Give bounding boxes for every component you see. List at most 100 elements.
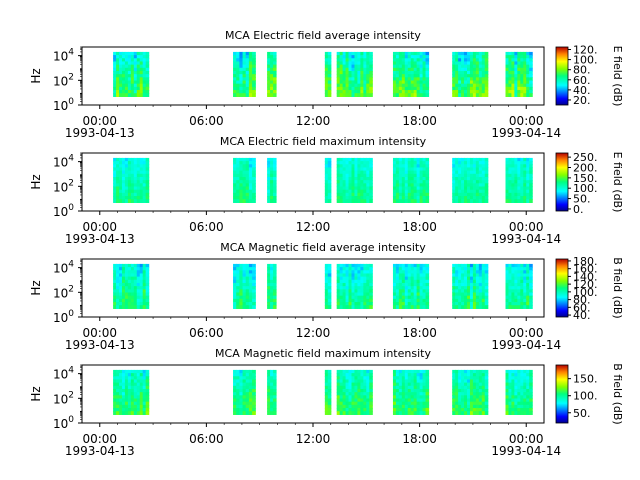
heatmap-cell <box>422 401 427 406</box>
heatmap-cell <box>233 83 237 88</box>
heatmap-cell <box>133 196 138 200</box>
heatmap-cell <box>116 408 120 412</box>
heatmap-cell <box>239 404 244 409</box>
heatmap-cell <box>464 305 468 309</box>
heatmap-cell <box>242 276 247 281</box>
heatmap-cell <box>363 199 367 203</box>
heatmap-cell <box>360 302 364 306</box>
heatmap-cell <box>407 289 412 294</box>
heatmap-cell <box>245 286 250 290</box>
heatmap-cell <box>248 273 253 278</box>
heatmap-cell <box>472 183 477 188</box>
heatmap-cell <box>267 263 271 268</box>
heatmap-cell <box>339 176 344 181</box>
heatmap-cell <box>116 70 120 75</box>
heatmap-cell <box>529 295 533 300</box>
heatmap-cell <box>526 90 530 94</box>
heatmap-cell <box>324 180 329 184</box>
heatmap-cell <box>245 279 250 284</box>
heatmap-cell <box>363 58 367 63</box>
heatmap-cell <box>413 180 418 184</box>
heatmap-cell <box>351 164 356 169</box>
heatmap-cell <box>354 292 359 297</box>
heatmap-cell <box>119 295 123 300</box>
heatmap-cell <box>345 388 350 393</box>
heatmap-cell <box>472 192 477 197</box>
heatmap-cell <box>145 292 150 297</box>
heatmap-cell <box>363 398 367 403</box>
heatmap-cell <box>395 55 400 59</box>
heatmap-cell <box>267 80 271 85</box>
heatmap-cell <box>514 369 518 374</box>
heatmap-cell <box>133 183 138 188</box>
panel-3: MCA Magnetic field average intensity1001… <box>29 241 624 352</box>
heatmap-cell <box>401 167 406 172</box>
heatmap-cell <box>416 61 421 66</box>
heatmap-cell <box>419 199 424 203</box>
heatmap-cell <box>239 61 244 66</box>
heatmap-cell <box>363 408 367 412</box>
heatmap-cell <box>127 376 132 381</box>
heatmap-cell <box>523 157 527 162</box>
heatmap-cell <box>130 388 135 393</box>
heatmap-cell <box>529 401 533 406</box>
heatmap-cell <box>523 267 527 271</box>
heatmap-cell <box>481 388 486 393</box>
heatmap-cell <box>392 276 397 281</box>
heatmap-cell <box>523 51 527 56</box>
heatmap-cell <box>252 90 256 94</box>
heatmap-cell <box>520 298 524 303</box>
heatmap-cell <box>116 286 120 290</box>
heatmap-cell <box>351 67 356 72</box>
heatmap-cell <box>404 157 409 162</box>
heatmap-cell <box>339 382 344 387</box>
heatmap-cell <box>413 379 418 384</box>
heatmap-cell <box>245 167 250 172</box>
heatmap-cell <box>124 83 129 88</box>
heatmap-cell <box>273 189 277 194</box>
heatmap-cell <box>529 67 533 72</box>
heatmap-cell <box>511 279 515 284</box>
heatmap-cell <box>354 270 359 275</box>
heatmap-cell <box>395 401 400 406</box>
heatmap-cell <box>130 157 135 162</box>
heatmap-cell <box>369 398 373 403</box>
heatmap-cell <box>469 267 474 271</box>
heatmap-cell <box>236 270 240 275</box>
heatmap-cell <box>327 305 332 309</box>
heatmap-cell <box>236 289 240 294</box>
heatmap-cell <box>526 373 530 377</box>
heatmap-cell <box>239 51 244 56</box>
heatmap-cell <box>239 183 244 188</box>
heatmap-cell <box>366 276 370 281</box>
heatmap-cell <box>461 196 465 200</box>
heatmap-cell <box>467 192 471 197</box>
heatmap-cell <box>116 58 120 63</box>
heatmap-cell <box>484 298 489 303</box>
heatmap-cell <box>127 180 132 184</box>
heatmap-cell <box>523 295 527 300</box>
heatmap-cell <box>395 93 400 97</box>
heatmap-cell <box>458 167 462 172</box>
heatmap-cell <box>422 80 427 85</box>
heatmap-cell <box>401 376 406 381</box>
heatmap-cell <box>514 289 518 294</box>
heatmap-cell <box>270 61 274 66</box>
heatmap-cell <box>342 58 347 63</box>
heatmap-cell <box>475 373 480 377</box>
heatmap-cell <box>481 376 486 381</box>
heatmap-cell <box>413 170 418 175</box>
heatmap-cell <box>139 58 144 63</box>
heatmap-cell <box>472 157 477 162</box>
heatmap-cell <box>455 64 459 69</box>
heatmap-cell <box>119 408 123 412</box>
heatmap-cell <box>324 55 329 59</box>
heatmap-cell <box>410 67 415 72</box>
heatmap-cell <box>267 58 271 63</box>
heatmap-cell <box>505 58 510 63</box>
heatmap-cell <box>342 279 347 284</box>
heatmap-cell <box>252 186 256 191</box>
heatmap-cell <box>526 392 530 396</box>
heatmap-cell <box>425 270 430 275</box>
